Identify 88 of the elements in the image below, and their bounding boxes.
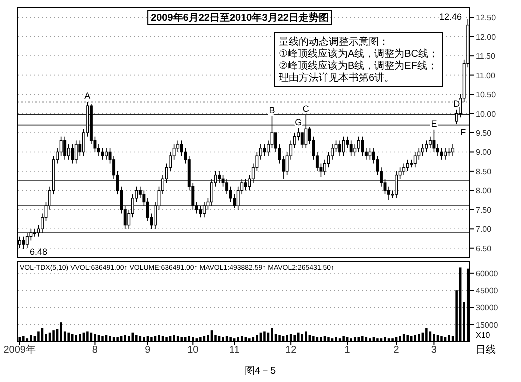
- candlestick: [421, 144, 424, 156]
- candlestick: [300, 132, 304, 149]
- x-tick-label: 11: [229, 345, 240, 356]
- text: X10: [476, 331, 491, 340]
- candlestick: [33, 228, 36, 238]
- candlestick: [395, 171, 398, 199]
- annotation: G: [295, 117, 302, 128]
- caption: 图4－5: [244, 366, 276, 377]
- candlestick: [334, 140, 338, 153]
- candlestick: [331, 144, 334, 160]
- y-tick-label: 12.00: [476, 32, 497, 42]
- text: 日线: [476, 344, 496, 356]
- candlestick: [361, 136, 364, 156]
- x-tick-label: 1: [344, 345, 351, 356]
- x-tick-label: 8: [92, 345, 98, 356]
- x-tick-label: 9: [145, 345, 152, 356]
- text: 2009年6月22日至2010年3月22日走势图: [151, 12, 329, 24]
- candlestick: [350, 140, 353, 156]
- candlestick: [324, 160, 326, 176]
- candlestick: [354, 144, 357, 156]
- x-tick-label: 2: [394, 345, 400, 356]
- x-tick-label: 2009年: [4, 344, 36, 356]
- x-tick-label: 12: [286, 345, 298, 356]
- candlestick: [402, 163, 406, 176]
- candlestick: [105, 148, 108, 160]
- candlestick: [388, 186, 390, 201]
- candlestick: [226, 178, 229, 195]
- candlestick: [146, 198, 150, 222]
- candlestick: [210, 178, 214, 206]
- candlestick: [346, 136, 350, 149]
- annotation: ②峰顶线应该为B线，调整为EF线；: [279, 60, 438, 72]
- annotation: 12.46: [439, 12, 462, 22]
- annotation: 理由方法详见本书第6讲。: [279, 72, 395, 84]
- y-tick-label: 7.00: [476, 225, 492, 234]
- candlestick: [233, 194, 236, 208]
- x-tick-label: 10: [188, 345, 200, 356]
- candlestick: [432, 130, 436, 153]
- y-tick-label: 9.50: [476, 129, 492, 138]
- y-tick-label: 10.00: [476, 110, 497, 119]
- candlestick: [436, 144, 440, 156]
- candlestick: [60, 136, 63, 156]
- candlestick: [176, 140, 180, 153]
- candlestick: [444, 148, 447, 160]
- annotation: ①峰顶线应该为A线，调整为BC线；: [279, 48, 439, 60]
- candlestick: [67, 144, 70, 160]
- candlestick: [263, 144, 266, 156]
- candlestick: [357, 136, 360, 153]
- candlestick: [304, 114, 308, 149]
- candlestick: [199, 206, 202, 218]
- y-tick-label: 11.00: [476, 71, 496, 80]
- candlestick: [218, 171, 221, 184]
- candlestick: [428, 136, 432, 149]
- candlestick: [22, 236, 26, 250]
- y-tick-label: 60000: [476, 269, 499, 278]
- candlestick: [410, 160, 414, 168]
- y-tick-label: 15000: [476, 320, 499, 330]
- y-tick-label: 11.50: [476, 52, 496, 62]
- candlestick: [202, 202, 206, 218]
- candlestick: [26, 232, 29, 249]
- candlestick: [342, 136, 346, 156]
- y-tick-label: 45000: [476, 286, 499, 296]
- annotation: 量线的动态调整示意图：: [279, 36, 389, 48]
- candlestick: [452, 144, 455, 156]
- y-tick-label: 7.50: [476, 206, 492, 215]
- candlestick: [98, 144, 100, 156]
- y-tick-label: 30000: [476, 304, 499, 313]
- y-tick-label: 10.50: [476, 90, 497, 100]
- y-tick-label: 9.00: [476, 148, 492, 158]
- annotation: C: [302, 104, 310, 114]
- candlestick: [414, 152, 417, 168]
- annotation: 6.48: [30, 247, 48, 257]
- candlestick: [64, 136, 67, 160]
- annotation: F: [460, 128, 467, 138]
- y-tick-label: 8.00: [476, 186, 492, 196]
- candlestick: [425, 140, 428, 153]
- candlestick: [244, 178, 248, 192]
- candlestick: [368, 148, 372, 160]
- candlestick: [138, 186, 142, 199]
- y-tick-label: 8.50: [476, 167, 492, 176]
- candlestick: [406, 160, 410, 172]
- candlestick: [74, 140, 78, 164]
- x-tick-label: 3: [431, 345, 438, 356]
- y-tick-label: 6.50: [476, 244, 492, 254]
- y-tick-label: 12.50: [476, 14, 497, 23]
- annotation: A: [84, 91, 91, 102]
- candlestick: [71, 144, 74, 164]
- candlestick: [338, 140, 342, 156]
- annotation: B: [269, 105, 276, 116]
